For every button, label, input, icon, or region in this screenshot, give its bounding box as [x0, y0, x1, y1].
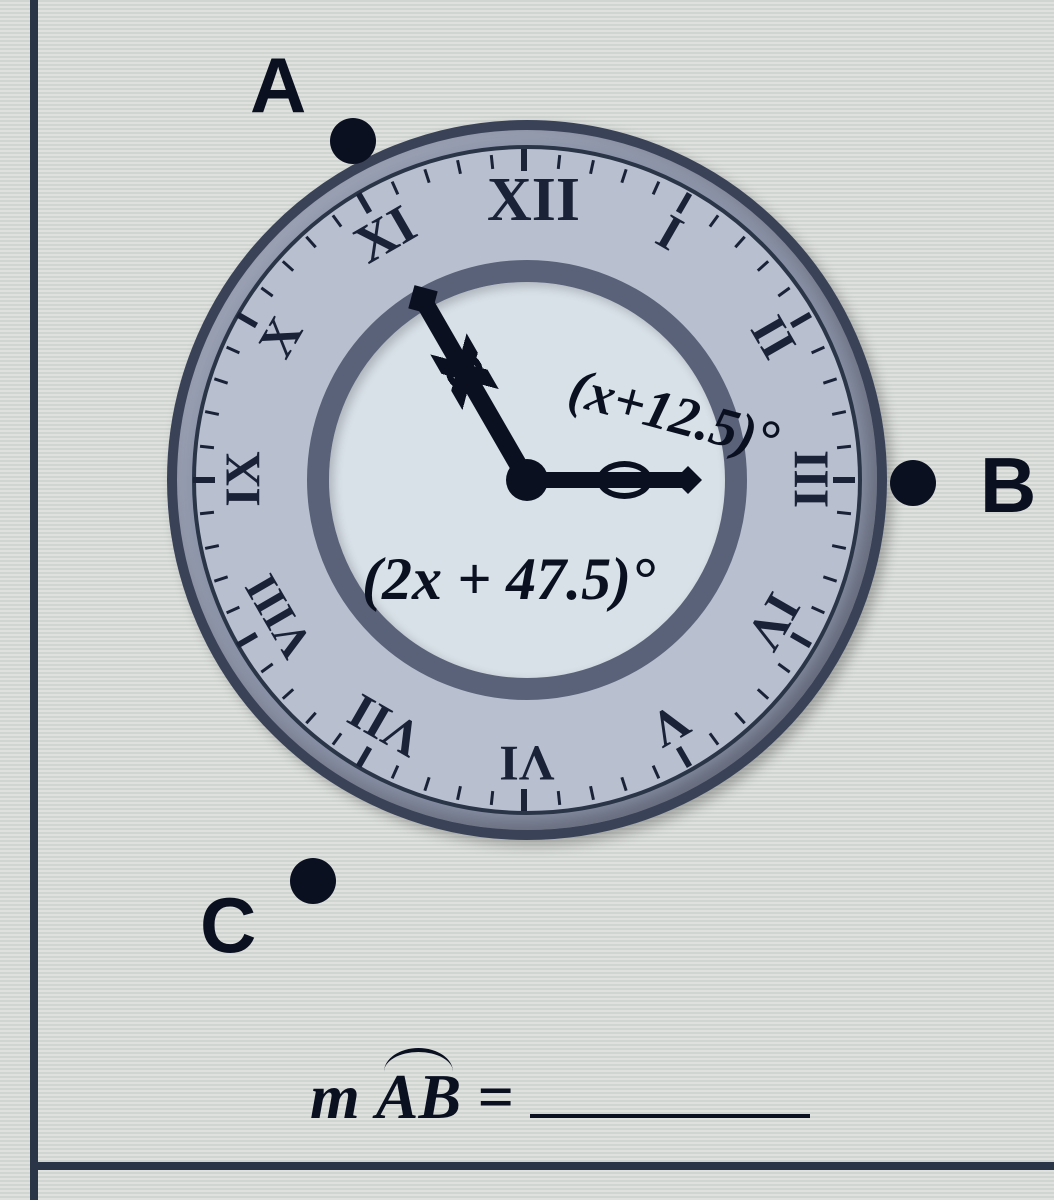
answer-equals: =	[477, 1060, 513, 1134]
point-dot-a	[330, 118, 376, 164]
answer-m: m	[310, 1060, 360, 1134]
clock-center-dot	[506, 459, 548, 501]
angle-lower-formula: (2x + 47.5)°	[362, 545, 655, 614]
point-label-c: C	[200, 880, 256, 971]
point-dot-c	[290, 858, 336, 904]
answer-prompt: m AB =	[310, 1060, 810, 1134]
numeral-iii: III	[783, 439, 841, 519]
point-label-a: A	[250, 40, 306, 131]
frame-bottom-border	[30, 1162, 1054, 1170]
answer-blank	[530, 1068, 810, 1118]
numeral-xii: XII	[487, 165, 567, 236]
clock-hour-hand	[527, 472, 682, 488]
frame-left-border	[30, 0, 38, 1200]
numeral-ix: IX	[213, 439, 271, 519]
clock-diagram: XIIIIIIIIIVVVIVIIVIIIIXXXI (x+12.5)° (2x…	[167, 120, 887, 840]
major-tick	[193, 477, 215, 483]
numeral-vi: VI	[487, 735, 567, 793]
point-dot-b	[890, 460, 936, 506]
point-label-b: B	[980, 440, 1036, 531]
answer-arc-ab: AB	[376, 1060, 461, 1134]
